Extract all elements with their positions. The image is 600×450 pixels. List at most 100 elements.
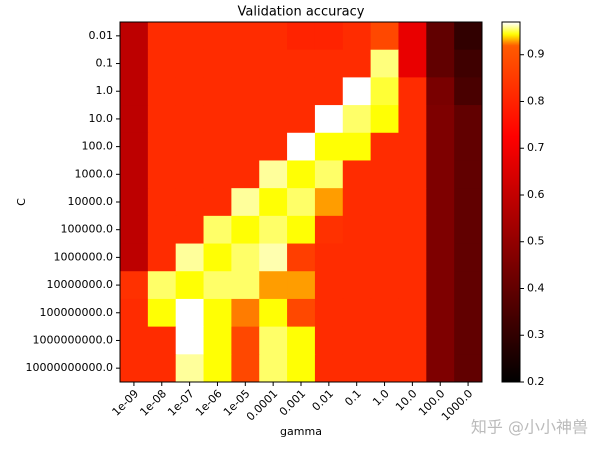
colorbar-band (502, 56, 520, 59)
colorbar-band (502, 246, 520, 249)
colorbar-tick-label: 0.8 (527, 94, 545, 107)
x-tick-label: 0.01 (310, 387, 337, 414)
heat-cell (342, 298, 372, 328)
colorbar-band (502, 76, 520, 79)
colorbar-band (502, 78, 520, 81)
heat-cell (175, 243, 205, 272)
heat-cell (175, 298, 205, 328)
colorbar-band (502, 262, 520, 265)
heat-cell (147, 188, 177, 217)
heat-cell (342, 105, 372, 134)
heat-cell (231, 271, 260, 300)
colorbar-tick-label: 0.2 (527, 375, 545, 388)
heat-cell (314, 160, 344, 189)
y-tick-label: 100.0 (82, 140, 114, 153)
heat-cell (398, 326, 427, 355)
colorbar-band (502, 228, 520, 231)
heat-cell (342, 77, 372, 106)
colorbar-band (502, 316, 520, 319)
colorbar-band (502, 264, 520, 267)
heat-cell (147, 22, 177, 51)
heat-cell (426, 271, 455, 300)
heat-cell (231, 298, 260, 328)
heat-cell (287, 354, 316, 383)
colorbar-band (502, 60, 520, 63)
heat-cell (175, 271, 205, 300)
heat-cell (259, 326, 288, 355)
colorbar-band (502, 334, 520, 337)
heat-cell (147, 132, 177, 161)
heat-cell (231, 77, 260, 106)
heat-cell (426, 77, 455, 106)
colorbar-band (502, 90, 520, 93)
heat-cell (287, 105, 316, 134)
x-tick-label: 1000.0 (439, 387, 475, 423)
x-tick-label: 0.0001 (244, 387, 280, 423)
colorbar-band (502, 220, 520, 223)
heat-cell (147, 105, 177, 134)
colorbar-band (502, 160, 520, 163)
heat-cell (203, 160, 232, 189)
colorbar-band (502, 48, 520, 51)
colorbar-band (502, 338, 520, 341)
colorbar-frame (501, 21, 521, 383)
colorbar-band (502, 116, 520, 119)
colorbar-band (502, 74, 520, 77)
heat-cell (454, 326, 483, 355)
colorbar-band (502, 192, 520, 195)
colorbar-band (502, 344, 520, 347)
colorbar-band (502, 182, 520, 185)
colorbar-band (502, 348, 520, 351)
heat-cell (398, 105, 427, 134)
heat-cell (120, 326, 149, 355)
colorbar-band (502, 96, 520, 99)
colorbar-band (502, 62, 520, 65)
colorbar-band (502, 30, 520, 33)
colorbar-band (502, 44, 520, 47)
colorbar-band (502, 176, 520, 179)
colorbar-band (502, 350, 520, 353)
colorbar-band (502, 320, 520, 323)
colorbar-band (502, 70, 520, 73)
colorbar-band (502, 258, 520, 261)
colorbar-band (502, 248, 520, 251)
heat-cell (370, 188, 399, 217)
colorbar-tick-label: 0.7 (527, 141, 545, 154)
heat-cell (147, 77, 177, 106)
colorbar-band (502, 136, 520, 139)
colorbar-band (502, 178, 520, 181)
colorbar-band (502, 282, 520, 285)
heat-cell (287, 243, 316, 272)
colorbar-band (502, 234, 520, 237)
heat-cell (203, 188, 232, 217)
heat-cell (426, 298, 455, 328)
heat-cell (120, 188, 149, 217)
heat-cell (147, 160, 177, 189)
heat-cell (203, 77, 232, 106)
heat-cell (203, 271, 232, 300)
colorbar-band (502, 106, 520, 109)
colorbar-band (502, 310, 520, 313)
colorbar-band (502, 158, 520, 161)
heat-cell (426, 326, 455, 355)
colorbar-band (502, 242, 520, 245)
colorbar-band (502, 378, 520, 381)
heat-cell (342, 160, 372, 189)
colorbar-band (502, 154, 520, 157)
y-tick-label: 10000000000.0 (26, 361, 113, 374)
heat-cell (175, 326, 205, 355)
colorbar-band (502, 84, 520, 87)
colorbar-band (502, 72, 520, 75)
heat-cell (203, 22, 232, 51)
heat-cell (426, 215, 455, 245)
colorbar-band (502, 314, 520, 317)
colorbar-band (502, 34, 520, 37)
heat-cell (259, 215, 288, 245)
heat-cell (342, 271, 372, 300)
heat-cell (231, 49, 260, 78)
colorbar-band (502, 122, 520, 125)
x-axis-label: gamma (280, 425, 322, 438)
heat-cell (287, 215, 316, 245)
heat-cell (120, 49, 149, 78)
